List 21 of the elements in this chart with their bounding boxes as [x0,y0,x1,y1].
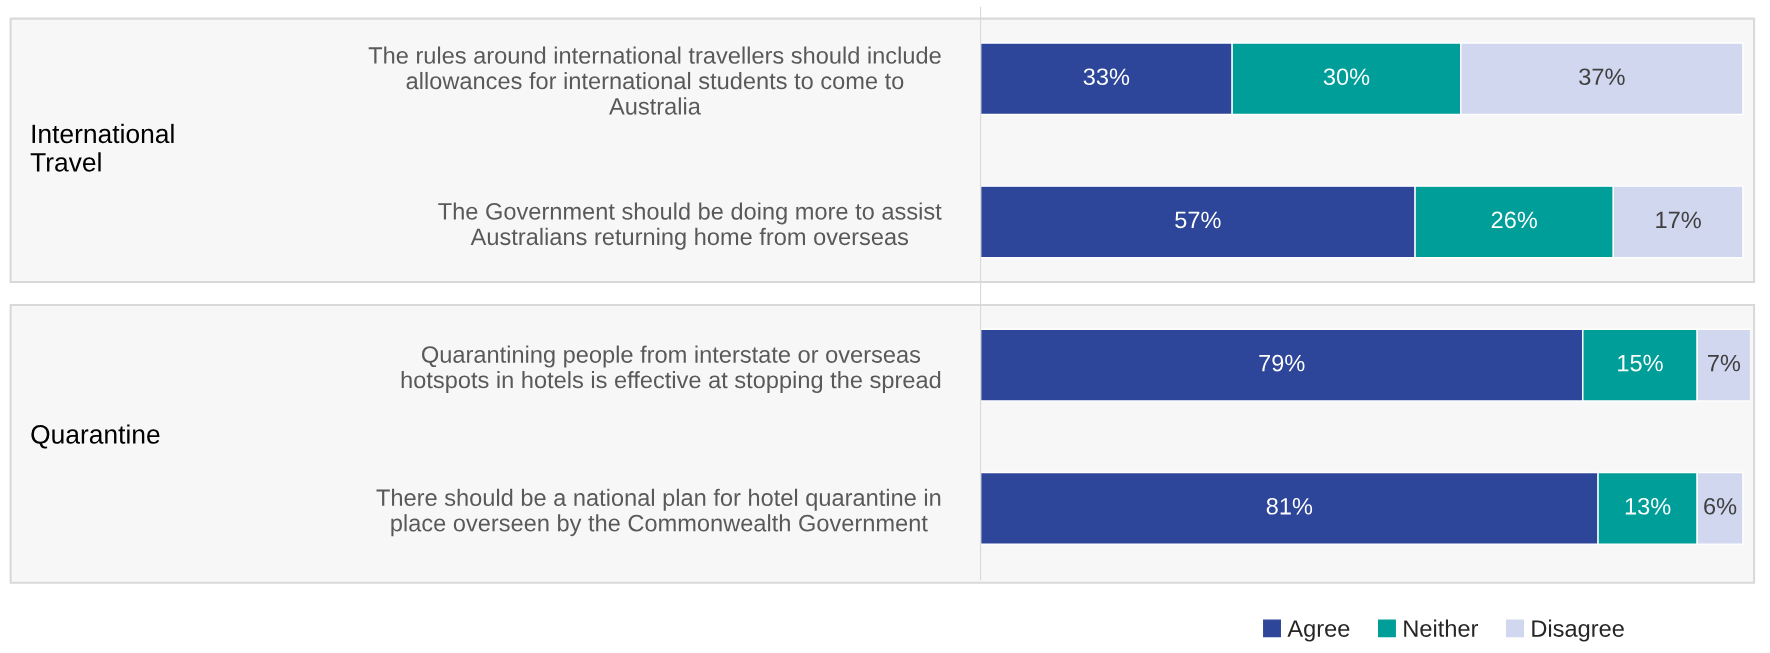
data-label: 30% [1323,68,1370,86]
data-label: 33% [1083,68,1130,86]
data-label: 6% [1704,497,1737,515]
data-label: 81% [1266,497,1313,515]
data-label: 7% [1708,354,1741,372]
y-tick-label: The Government should be doing more to assist Australians returning home from overseas [438,202,942,250]
data-label: 57% [1175,211,1221,229]
legend-label: Neither [1404,619,1479,637]
data-label: 37% [1579,68,1625,86]
y-tick-label: The rules around international travellers should include allowances for international students to come to Australia [368,46,941,115]
y-tick-label: There should be a national plan for hotel quarantine in place overseen by the Commonwealth Government [376,488,941,537]
data-label: 15% [1618,354,1663,372]
y-tick-label: Quarantining people from interstate or overseas hotspots in hotels is effective at stopping the spread [401,345,941,393]
text: International Travel [30,123,174,172]
data-label: 17% [1656,211,1701,229]
data-label: 26% [1491,211,1537,229]
legend-label: Agree [1287,620,1350,642]
data-label: 13% [1625,497,1671,515]
legend-label: Disagree [1532,619,1624,642]
text: Quarantine [31,424,160,449]
data-label: 79% [1259,354,1305,372]
